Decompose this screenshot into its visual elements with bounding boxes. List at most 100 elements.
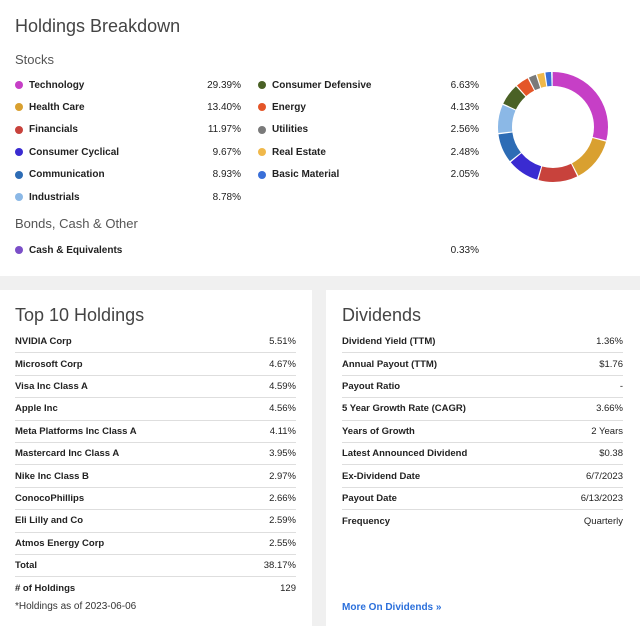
sector-name: Health Care bbox=[29, 101, 85, 113]
row-label: Ex-Dividend Date bbox=[342, 470, 421, 482]
sector-percent: 2.56% bbox=[450, 124, 479, 136]
table-row: Ex-Dividend Date 6/7/2023 bbox=[342, 465, 623, 488]
row-label: # of Holdings bbox=[15, 582, 76, 594]
dividends-title: Dividends bbox=[342, 305, 422, 325]
legend-dot-icon bbox=[258, 81, 266, 89]
donut-slice-industrials bbox=[498, 72, 608, 182]
row-label: Payout Ratio bbox=[342, 380, 401, 392]
row-label: Payout Date bbox=[342, 492, 397, 504]
row-value: 38.17% bbox=[263, 560, 296, 572]
sector-name: Energy bbox=[272, 101, 306, 113]
legend-dot-icon bbox=[258, 125, 266, 134]
sector-percent: 6.63% bbox=[450, 79, 479, 91]
sector-name: Consumer Defensive bbox=[272, 79, 372, 91]
row-value: 129 bbox=[280, 582, 296, 594]
row-value: 6/7/2023 bbox=[586, 470, 623, 482]
sector-name: Industrials bbox=[29, 191, 80, 203]
table-row: Payout Ratio - bbox=[342, 376, 623, 399]
sector-row: Industrials 8.78% bbox=[15, 189, 241, 205]
sector-row: Consumer Cyclical 9.67% bbox=[15, 144, 241, 160]
row-value: $0.38 bbox=[599, 448, 623, 460]
allocation-donut-chart bbox=[498, 72, 608, 182]
row-label: Dividend Yield (TTM) bbox=[342, 336, 436, 348]
row-value: Quarterly bbox=[583, 515, 623, 527]
top10-table: NVIDIA Corp 5.51% Microsoft Corp 4.67% Visa … bbox=[15, 331, 296, 600]
row-value: 2.66% bbox=[269, 492, 296, 504]
sector-percent: 8.93% bbox=[212, 169, 241, 181]
table-row: Annual Payout (TTM) $1.76 bbox=[342, 353, 623, 376]
holdings-breakdown-card: Holdings Breakdown Stocks Technology 29.3… bbox=[0, 0, 640, 276]
table-row: Nike Inc Class B 2.97% bbox=[15, 465, 296, 488]
table-row: # of Holdings 129 bbox=[15, 577, 296, 599]
row-label: Mastercard Inc Class A bbox=[15, 448, 120, 460]
top-10-holdings-card: Top 10 Holdings NVIDIA Corp 5.51% Microsof… bbox=[0, 290, 312, 626]
stocks-label: Stocks bbox=[15, 52, 55, 67]
dividends-card: Dividends Dividend Yield (TTM) 1.36% Annua… bbox=[326, 290, 640, 626]
row-value: 5.51% bbox=[269, 336, 296, 348]
sector-percent: 4.13% bbox=[450, 101, 479, 113]
sector-row: Health Care 13.40% bbox=[15, 99, 241, 115]
legend-dot-icon bbox=[15, 103, 23, 112]
sector-row: Real Estate 2.48% bbox=[258, 144, 479, 160]
sector-name: Utilities bbox=[272, 124, 309, 136]
legend-dot-icon bbox=[15, 170, 23, 179]
sector-name: Communication bbox=[29, 169, 105, 181]
row-value: 2.97% bbox=[269, 470, 296, 482]
row-label: Eli Lilly and Co bbox=[15, 515, 84, 527]
table-row: Latest Announced Dividend $0.38 bbox=[342, 443, 623, 466]
table-row: Mastercard Inc Class A 3.95% bbox=[15, 443, 296, 466]
legend-dot-icon bbox=[15, 81, 23, 89]
row-label: Visa Inc Class A bbox=[15, 380, 88, 392]
table-row: Meta Platforms Inc Class A 4.11% bbox=[15, 421, 296, 443]
table-row: Visa Inc Class A 4.59% bbox=[15, 376, 296, 399]
row-value: 4.67% bbox=[269, 358, 296, 370]
legend-dot-icon bbox=[258, 170, 266, 179]
sector-percent: 2.05% bbox=[450, 169, 479, 181]
sector-name: Financials bbox=[29, 124, 78, 136]
row-value: 3.66% bbox=[596, 403, 623, 415]
row-value: 4.56% bbox=[269, 403, 296, 415]
sector-name: Basic Material bbox=[272, 169, 340, 181]
sector-percent: 13.40% bbox=[207, 101, 241, 113]
row-value: 4.11% bbox=[269, 425, 296, 437]
holdings-title: Holdings Breakdown bbox=[15, 16, 181, 36]
row-value: $1.76 bbox=[599, 358, 623, 370]
holdings-footnote: *Holdings as of 2023-06-06 bbox=[15, 601, 137, 612]
sector-name: Consumer Cyclical bbox=[29, 146, 120, 158]
row-value: 4.59% bbox=[269, 380, 296, 392]
table-row: Atmos Energy Corp 2.55% bbox=[15, 533, 296, 555]
table-row: Dividend Yield (TTM) 1.36% bbox=[342, 331, 623, 354]
table-row: Years of Growth 2 Years bbox=[342, 421, 623, 443]
bonds-cash-other-label: Bonds, Cash & Other bbox=[15, 216, 138, 231]
sector-row: Communication 8.93% bbox=[15, 167, 241, 183]
sector-row: Energy 4.13% bbox=[258, 99, 479, 115]
row-value: 3.95% bbox=[269, 448, 296, 460]
table-row: Eli Lilly and Co 2.59% bbox=[15, 510, 296, 533]
row-value: 1.36% bbox=[596, 336, 623, 348]
table-row: Payout Date 6/13/2023 bbox=[342, 488, 623, 511]
sector-percent: 11.97% bbox=[207, 124, 241, 136]
row-label: 5 Year Growth Rate (CAGR) bbox=[342, 403, 466, 415]
dividends-table: Dividend Yield (TTM) 1.36% Annual Payout (… bbox=[342, 331, 623, 533]
sector-percent: 29.39% bbox=[207, 79, 241, 91]
row-label: ConocoPhillips bbox=[15, 492, 85, 504]
table-row: Microsoft Corp 4.67% bbox=[15, 353, 296, 376]
sector-row: Financials 11.97% bbox=[15, 122, 241, 138]
row-label: Atmos Energy Corp bbox=[15, 537, 105, 549]
row-label: Microsoft Corp bbox=[15, 358, 83, 370]
legend-dot-icon bbox=[15, 246, 23, 254]
sector-name: Technology bbox=[29, 79, 85, 91]
more-on-dividends-link[interactable]: More On Dividends » bbox=[342, 602, 442, 613]
row-label: Years of Growth bbox=[342, 425, 415, 437]
sector-percent: 9.67% bbox=[212, 146, 241, 158]
table-row: 5 Year Growth Rate (CAGR) 3.66% bbox=[342, 398, 623, 421]
row-label: Total bbox=[15, 560, 37, 572]
table-row: Apple Inc 4.56% bbox=[15, 398, 296, 421]
sector-name: Real Estate bbox=[272, 146, 326, 158]
legend-dot-icon bbox=[258, 103, 266, 112]
sector-name: Cash & Equivalents bbox=[29, 244, 123, 256]
table-row: ConocoPhillips 2.66% bbox=[15, 488, 296, 511]
sector-percent: 0.33% bbox=[450, 244, 479, 256]
row-label: Nike Inc Class B bbox=[15, 470, 89, 482]
sector-row: Technology 29.39% bbox=[15, 77, 241, 93]
